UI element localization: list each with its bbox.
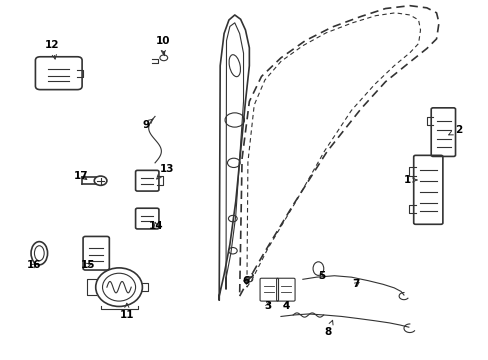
Text: 14: 14 xyxy=(148,221,163,231)
Text: 7: 7 xyxy=(352,279,359,289)
Text: 3: 3 xyxy=(264,301,271,311)
Text: 2: 2 xyxy=(448,125,461,135)
Text: 10: 10 xyxy=(155,36,170,55)
Text: 4: 4 xyxy=(282,301,289,311)
Text: 5: 5 xyxy=(317,271,325,281)
Text: 6: 6 xyxy=(243,276,249,286)
Text: 15: 15 xyxy=(81,260,95,270)
Text: 13: 13 xyxy=(157,163,174,179)
Text: 1: 1 xyxy=(403,175,416,185)
Text: 12: 12 xyxy=(45,40,60,59)
Text: 9: 9 xyxy=(142,119,153,130)
Text: 16: 16 xyxy=(27,260,41,270)
Text: 17: 17 xyxy=(74,171,89,181)
Text: 11: 11 xyxy=(120,303,134,320)
Text: 8: 8 xyxy=(324,320,332,337)
